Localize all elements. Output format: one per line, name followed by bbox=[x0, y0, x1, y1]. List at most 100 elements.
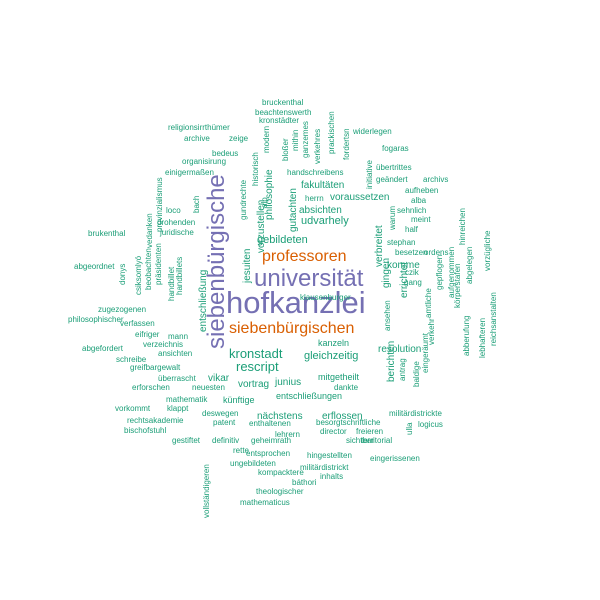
word-107: eingerissenen bbox=[370, 454, 420, 463]
word-56: czik bbox=[405, 268, 420, 277]
word-68: handbillets bbox=[175, 257, 184, 295]
word-55: ordens bbox=[424, 248, 448, 257]
word-25: erflossen bbox=[322, 411, 363, 422]
word-47: archivs bbox=[423, 175, 448, 184]
word-118: donys bbox=[118, 264, 127, 285]
word-16: vorzustellen bbox=[256, 200, 267, 253]
word-54: besetzen bbox=[395, 248, 427, 257]
word-24: nächstens bbox=[257, 411, 303, 422]
word-10: fakultäten bbox=[301, 180, 344, 191]
word-6: rescript bbox=[236, 359, 279, 374]
word-130: warum bbox=[388, 206, 397, 231]
word-48: aufheben bbox=[405, 186, 438, 195]
word-36: kronstädter bbox=[259, 116, 299, 125]
word-123: bloßer bbox=[281, 138, 290, 161]
word-136: amtliche bbox=[424, 288, 433, 318]
word-88: patent bbox=[213, 418, 236, 427]
word-86: deswegen bbox=[202, 409, 238, 418]
word-73: eifriger bbox=[135, 330, 160, 339]
word-75: abgefordert bbox=[82, 344, 124, 353]
word-96: entsprochen bbox=[246, 449, 290, 458]
word-43: widerlegen bbox=[352, 127, 392, 136]
word-109: inhalts bbox=[320, 472, 343, 481]
word-64: juridische bbox=[159, 228, 194, 237]
word-102: director bbox=[320, 427, 347, 436]
word-142: abgelegen bbox=[465, 247, 474, 284]
word-105: freieren bbox=[356, 427, 383, 436]
word-115: vedanken bbox=[145, 213, 154, 248]
word-27: kanzeln bbox=[318, 338, 349, 348]
word-144: lebhafteren bbox=[478, 318, 487, 358]
word-8: udvarhely bbox=[301, 215, 349, 227]
word-114: vollständigeren bbox=[202, 464, 211, 518]
word-99: theologischer bbox=[256, 487, 304, 496]
word-0: hofkanzlei bbox=[226, 285, 366, 320]
word-19: vortrag bbox=[238, 379, 269, 390]
word-35: beachtenswerth bbox=[255, 108, 311, 117]
word-70: zugezogenen bbox=[98, 305, 146, 314]
word-20: vikar bbox=[208, 373, 230, 384]
word-92: gestiftet bbox=[172, 436, 201, 445]
word-60: brukenthal bbox=[88, 229, 126, 238]
word-18: junius bbox=[274, 377, 301, 388]
word-50: alba bbox=[411, 196, 427, 205]
word-21: künftige bbox=[223, 395, 255, 405]
word-89: enthaltenen bbox=[249, 419, 291, 428]
word-58: handschreibens bbox=[287, 168, 343, 177]
word-106: hingestellten bbox=[307, 451, 352, 460]
word-143: vorzügliche bbox=[483, 230, 492, 271]
word-124: mithin bbox=[291, 130, 300, 151]
word-41: organisirung bbox=[182, 157, 226, 166]
word-100: mathematicus bbox=[240, 498, 290, 507]
word-53: stephan bbox=[387, 238, 415, 247]
word-13: jesuiten bbox=[242, 249, 253, 284]
word-76: verzeichnis bbox=[143, 340, 183, 349]
word-146: klausenburger bbox=[300, 293, 351, 302]
word-103: sichtbar bbox=[346, 436, 374, 445]
word-122: alp bbox=[260, 197, 269, 208]
word-131: ansehen bbox=[383, 300, 392, 331]
word-69: handbillet bbox=[167, 266, 176, 301]
word-134: eingeräumt bbox=[421, 332, 430, 373]
word-128: fordertsn bbox=[342, 128, 351, 160]
word-83: mathematik bbox=[166, 395, 208, 404]
word-46: geändert bbox=[376, 175, 408, 184]
word-135: verkehr bbox=[427, 318, 436, 345]
word-125: ganzemes bbox=[301, 121, 310, 158]
word-42: einigermaßen bbox=[165, 168, 214, 177]
word-81: erforschen bbox=[132, 383, 170, 392]
word-38: archive bbox=[184, 134, 210, 143]
word-17: entschließung bbox=[198, 270, 209, 332]
word-39: zeige bbox=[229, 134, 249, 143]
word-67: bach bbox=[192, 196, 201, 213]
word-138: aufgenommen bbox=[447, 247, 456, 298]
word-140: abberufung bbox=[462, 316, 471, 356]
word-85: vorkommt bbox=[115, 404, 151, 413]
word-121: gundrechte bbox=[239, 179, 248, 220]
word-139: gepflogen bbox=[435, 255, 444, 290]
word-91: lehrern bbox=[275, 430, 300, 439]
word-112: logicus bbox=[418, 420, 443, 429]
word-129: initiative bbox=[365, 160, 374, 189]
word-120: modern bbox=[262, 126, 271, 153]
word-9: gebildeten bbox=[257, 234, 308, 246]
word-97: ungebildeten bbox=[230, 459, 276, 468]
word-63: beobachten bbox=[144, 248, 153, 290]
word-79: greifbargewalt bbox=[130, 363, 181, 372]
word-78: schreibe bbox=[116, 355, 147, 364]
word-66: loco bbox=[166, 206, 181, 215]
word-14: philosophie bbox=[264, 169, 275, 220]
word-22: mitgetheilt bbox=[318, 372, 360, 382]
word-3: siebenbürgischen bbox=[229, 320, 354, 337]
word-7: gleichzeitig bbox=[304, 350, 358, 362]
word-132: antrag bbox=[398, 358, 407, 381]
word-62: präsidenten bbox=[154, 243, 163, 285]
word-119: historisch bbox=[251, 152, 260, 186]
word-29: gingen bbox=[381, 258, 392, 288]
word-71: philosophischer bbox=[68, 315, 124, 324]
word-82: neuesten bbox=[192, 383, 225, 392]
word-108: militärdistrickt bbox=[300, 463, 349, 472]
word-12: voraussetzen bbox=[330, 192, 389, 203]
word-52: half bbox=[405, 225, 419, 234]
